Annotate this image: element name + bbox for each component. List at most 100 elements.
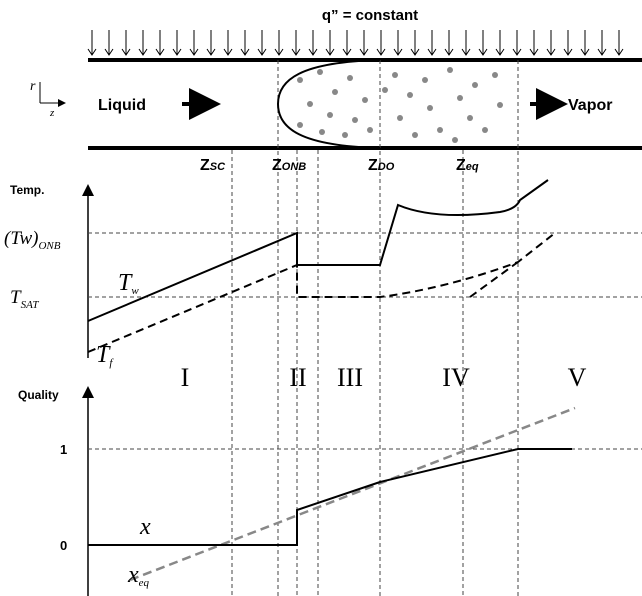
- inlet-label: Liquid: [98, 97, 146, 114]
- location-label: ZSC: [200, 157, 226, 174]
- heat-arrow: [496, 30, 504, 55]
- heat-arrow: [190, 30, 198, 55]
- heat-arrow: [360, 30, 368, 55]
- droplet: [382, 87, 388, 93]
- droplet: [297, 77, 303, 83]
- heat-arrow: [207, 30, 215, 55]
- heat-arrow: [615, 30, 623, 55]
- heat-arrow: [122, 30, 130, 55]
- region-label: IV: [442, 363, 470, 392]
- droplet: [307, 101, 313, 107]
- heat-flux-label: q” = constant: [322, 7, 418, 24]
- temp-axis-label: Temp.: [10, 183, 44, 197]
- heat-arrow: [88, 30, 96, 55]
- level-label: (Tw)ONB: [4, 228, 61, 252]
- heat-arrow: [377, 30, 385, 55]
- coord-axes: [40, 82, 62, 103]
- droplet: [327, 112, 333, 118]
- heat-arrow: [224, 30, 232, 55]
- droplet: [492, 72, 498, 78]
- heat-arrow: [326, 30, 334, 55]
- heat-arrow: [258, 30, 266, 55]
- subscript: eq: [466, 161, 479, 173]
- axis-r: r: [30, 79, 36, 94]
- region-label: II: [289, 363, 306, 392]
- curve-label: xeq: [127, 562, 150, 589]
- quality-axis-label: Quality: [18, 388, 59, 402]
- curve-label: Tf: [96, 342, 114, 369]
- droplet: [397, 115, 403, 121]
- curve-label: Tw: [118, 270, 139, 297]
- heat-arrow: [275, 30, 283, 55]
- heat-arrow: [428, 30, 436, 55]
- location-label: ZONB: [272, 157, 306, 174]
- droplet: [497, 102, 503, 108]
- heat-arrow: [479, 30, 487, 55]
- axis-z: z: [49, 107, 55, 119]
- heat-arrow: [241, 30, 249, 55]
- droplet: [447, 67, 453, 73]
- symbol: Z: [272, 157, 282, 174]
- heat-arrow: [394, 30, 402, 55]
- droplet: [347, 75, 353, 81]
- subscript: ONB: [38, 240, 60, 252]
- heat-arrow: [156, 30, 164, 55]
- droplet: [407, 92, 413, 98]
- heat-arrow: [139, 30, 147, 55]
- page: q” = constant r z Liquid Vapor ZSC ZONB …: [0, 0, 642, 596]
- heat-arrow: [513, 30, 521, 55]
- heat-arrow: [462, 30, 470, 55]
- main: x: [139, 514, 151, 540]
- level-label: TSAT: [10, 287, 39, 311]
- droplet: [342, 132, 348, 138]
- droplet: [437, 127, 443, 133]
- location-label: Zeq: [456, 157, 479, 174]
- subscript: f: [109, 357, 114, 369]
- location-label: ZDO: [368, 157, 395, 174]
- equilibrium-quality-curve: [130, 408, 575, 580]
- droplet: [412, 132, 418, 138]
- droplet: [317, 69, 323, 75]
- zone-lines: [232, 60, 518, 596]
- droplet: [427, 105, 433, 111]
- region-label: I: [181, 363, 190, 392]
- liquid-film: [278, 60, 380, 148]
- locations: ZSC ZONB ZDO Zeq: [200, 157, 479, 174]
- droplet: [452, 137, 458, 143]
- heat-arrow: [343, 30, 351, 55]
- heat-arrow: [598, 30, 606, 55]
- heat-flux-arrows: [88, 30, 623, 55]
- droplet: [392, 72, 398, 78]
- droplet: [467, 115, 473, 121]
- regions: I II III IV V: [181, 363, 587, 392]
- symbol: Z: [368, 157, 378, 174]
- quality-curve: [88, 449, 572, 545]
- subscript: DO: [378, 161, 395, 173]
- heat-arrow: [547, 30, 555, 55]
- droplet: [319, 129, 325, 135]
- main: x: [127, 562, 139, 588]
- droplet: [362, 97, 368, 103]
- droplet: [297, 122, 303, 128]
- droplet: [352, 117, 358, 123]
- droplet: [422, 77, 428, 83]
- main: (Tw): [4, 228, 38, 249]
- droplet: [332, 89, 338, 95]
- subscript: ONB: [282, 161, 307, 173]
- curve-label: x: [139, 514, 151, 540]
- heat-arrow: [292, 30, 300, 55]
- heat-arrow: [564, 30, 572, 55]
- heat-arrow: [411, 30, 419, 55]
- symbol: Z: [200, 157, 210, 174]
- heat-arrow: [445, 30, 453, 55]
- heat-arrow: [105, 30, 113, 55]
- region-label: V: [568, 363, 587, 392]
- outlet-label: Vapor: [568, 97, 612, 114]
- quality-tick: 0: [60, 538, 67, 553]
- heat-arrow: [173, 30, 181, 55]
- droplet: [457, 95, 463, 101]
- subscript: eq: [139, 577, 150, 589]
- subscript: SC: [210, 161, 226, 173]
- region-label: III: [337, 363, 363, 392]
- droplet: [367, 127, 373, 133]
